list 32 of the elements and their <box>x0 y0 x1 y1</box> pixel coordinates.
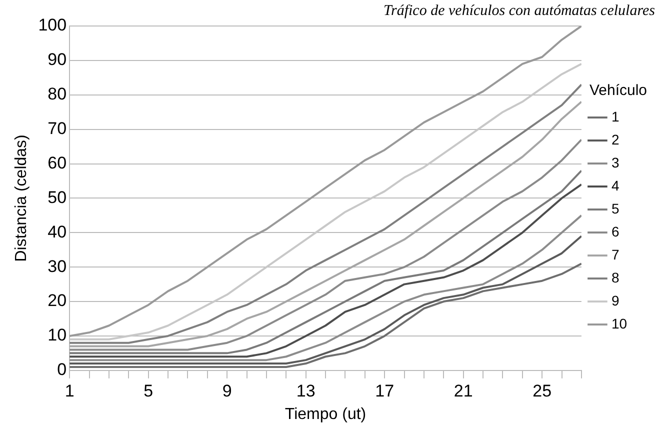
x-tick-label: 21 <box>454 381 473 400</box>
y-tick-label: 0 <box>57 360 67 380</box>
y-tick-label: 50 <box>48 188 67 207</box>
y-tick-label: 20 <box>48 291 67 310</box>
x-tick-label: 17 <box>375 381 394 400</box>
y-tick-label: 10 <box>48 326 67 345</box>
chart-title: Tráfico de vehículos con autómatas celulares <box>384 2 656 19</box>
y-tick-label: 70 <box>48 119 67 138</box>
x-axis-title: Tiempo (ut) <box>284 406 366 423</box>
x-tick-label: 13 <box>296 381 316 400</box>
x-tick-label: 25 <box>532 381 552 400</box>
legend-label: 9 <box>611 292 620 308</box>
y-tick-label: 90 <box>48 50 67 70</box>
legend-label: 3 <box>611 154 620 170</box>
legend-label: 10 <box>611 315 628 332</box>
legend-title: Vehículo <box>589 82 647 100</box>
y-tick-label: 60 <box>48 153 67 172</box>
legend-label: 6 <box>611 223 620 240</box>
y-tick-label: 80 <box>48 84 67 104</box>
y-tick-label: 30 <box>48 256 67 276</box>
y-axis-title: Distancia (celdas) <box>13 134 30 262</box>
x-tick-label: 9 <box>222 381 232 400</box>
legend-label: 5 <box>611 200 620 216</box>
legend-label: 7 <box>611 246 620 262</box>
y-tick-label: 100 <box>38 16 67 35</box>
legend-label: 8 <box>611 269 620 286</box>
legend-label: 4 <box>611 177 620 194</box>
x-tick-label: 5 <box>144 381 154 400</box>
legend-label: 1 <box>611 108 620 124</box>
legend-label: 2 <box>611 131 620 148</box>
x-tick-label: 1 <box>64 381 74 400</box>
y-tick-label: 40 <box>48 222 67 242</box>
